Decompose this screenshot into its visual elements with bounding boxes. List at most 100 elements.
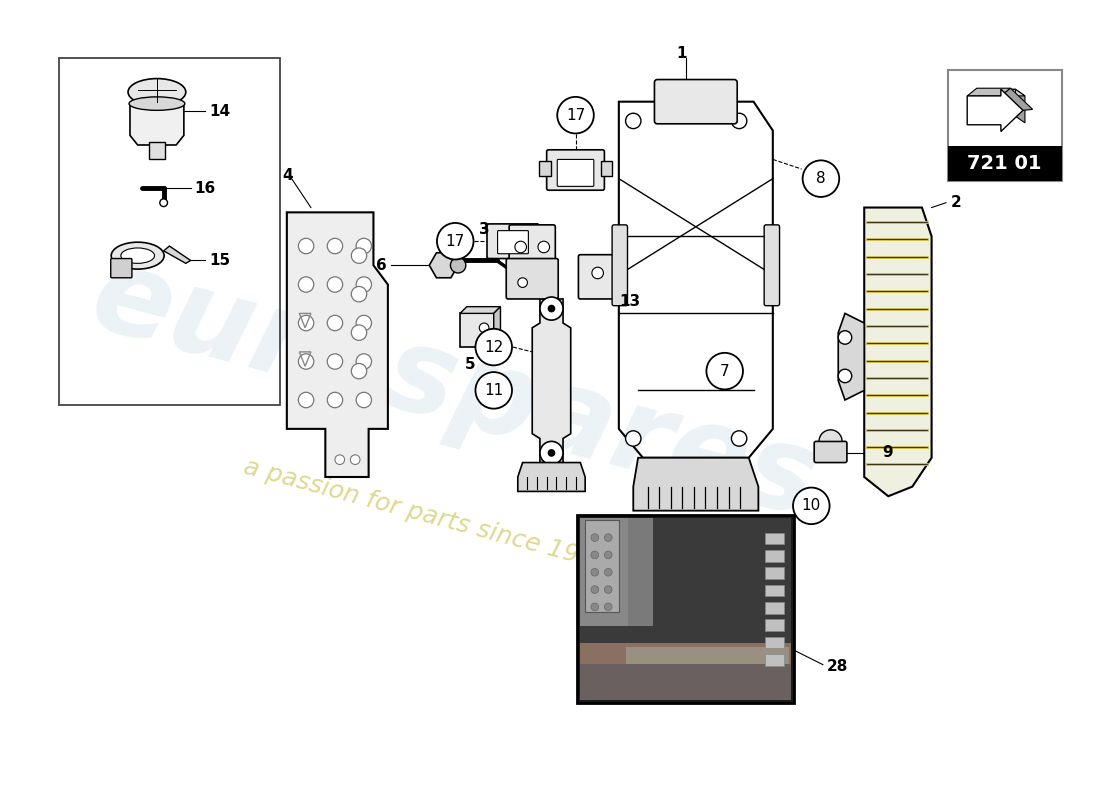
Text: a passion for parts since 1985: a passion for parts since 1985	[241, 455, 612, 576]
FancyBboxPatch shape	[487, 224, 539, 258]
Circle shape	[591, 534, 598, 542]
Circle shape	[604, 586, 612, 594]
Circle shape	[626, 114, 641, 129]
Circle shape	[336, 455, 344, 465]
Circle shape	[298, 392, 314, 408]
Circle shape	[356, 238, 372, 254]
Circle shape	[328, 392, 343, 408]
Polygon shape	[865, 207, 932, 496]
Circle shape	[604, 534, 612, 542]
Bar	[578, 515, 794, 703]
FancyBboxPatch shape	[506, 258, 558, 299]
Text: 5: 5	[465, 357, 475, 372]
Text: 17: 17	[565, 108, 585, 122]
Polygon shape	[460, 314, 494, 347]
Circle shape	[803, 160, 839, 197]
Bar	[581, 518, 652, 626]
Text: 721 01: 721 01	[968, 154, 1042, 173]
Circle shape	[351, 363, 366, 379]
Circle shape	[838, 370, 851, 382]
Polygon shape	[1001, 88, 1033, 110]
Circle shape	[591, 603, 598, 610]
Circle shape	[732, 114, 747, 129]
Text: 2: 2	[950, 195, 961, 210]
Bar	[585, 520, 619, 612]
Bar	[58, 58, 280, 405]
Circle shape	[160, 199, 167, 206]
Bar	[601, 162, 612, 176]
Circle shape	[328, 238, 343, 254]
Polygon shape	[977, 89, 1015, 116]
Circle shape	[350, 455, 360, 465]
Bar	[581, 518, 791, 700]
Bar	[581, 664, 791, 700]
Text: 13: 13	[619, 294, 640, 310]
Circle shape	[475, 372, 512, 409]
Polygon shape	[967, 89, 1023, 131]
Ellipse shape	[121, 248, 154, 263]
Bar	[539, 162, 550, 176]
Circle shape	[604, 603, 612, 610]
Polygon shape	[164, 246, 190, 263]
Circle shape	[548, 305, 556, 313]
FancyBboxPatch shape	[654, 79, 737, 124]
Polygon shape	[1015, 89, 1025, 123]
Text: eurospares: eurospares	[80, 238, 830, 542]
Circle shape	[475, 329, 512, 366]
Wedge shape	[820, 430, 843, 442]
Polygon shape	[977, 89, 1025, 96]
Circle shape	[298, 354, 314, 370]
FancyBboxPatch shape	[497, 230, 528, 254]
Ellipse shape	[111, 242, 164, 269]
Text: 15: 15	[209, 253, 230, 268]
Bar	[581, 518, 628, 626]
Bar	[581, 642, 791, 700]
Polygon shape	[634, 458, 758, 510]
Bar	[766, 550, 784, 562]
Bar	[766, 619, 784, 631]
Text: 16: 16	[195, 181, 216, 196]
Circle shape	[591, 586, 598, 594]
Bar	[766, 637, 784, 648]
Circle shape	[356, 392, 372, 408]
Polygon shape	[518, 462, 585, 491]
Bar	[766, 654, 784, 666]
Circle shape	[592, 267, 604, 278]
FancyBboxPatch shape	[558, 159, 594, 186]
Circle shape	[351, 286, 366, 302]
Circle shape	[793, 487, 829, 524]
Circle shape	[540, 297, 563, 320]
Circle shape	[548, 449, 556, 457]
Circle shape	[328, 277, 343, 292]
Text: 12: 12	[484, 339, 504, 354]
Circle shape	[515, 242, 527, 253]
Text: 28: 28	[827, 659, 848, 674]
Circle shape	[356, 354, 372, 370]
Circle shape	[356, 315, 372, 330]
Text: 10: 10	[802, 498, 821, 514]
FancyBboxPatch shape	[509, 225, 556, 266]
Circle shape	[838, 330, 851, 344]
Bar	[766, 602, 784, 614]
Circle shape	[351, 248, 366, 263]
Polygon shape	[494, 306, 501, 347]
Text: 3: 3	[480, 222, 490, 237]
Bar	[766, 567, 784, 579]
FancyBboxPatch shape	[948, 70, 1062, 181]
Text: 4: 4	[282, 168, 293, 183]
Circle shape	[356, 277, 372, 292]
Text: 11: 11	[484, 383, 504, 398]
Polygon shape	[460, 306, 500, 314]
Polygon shape	[967, 88, 1011, 96]
Circle shape	[480, 323, 488, 333]
FancyBboxPatch shape	[814, 442, 847, 462]
Circle shape	[437, 223, 473, 259]
Circle shape	[540, 442, 563, 465]
Text: 6: 6	[376, 258, 387, 273]
Bar	[766, 533, 784, 544]
Bar	[766, 585, 784, 596]
Ellipse shape	[128, 78, 186, 106]
Circle shape	[328, 354, 343, 370]
FancyBboxPatch shape	[764, 225, 780, 306]
Circle shape	[591, 551, 598, 558]
